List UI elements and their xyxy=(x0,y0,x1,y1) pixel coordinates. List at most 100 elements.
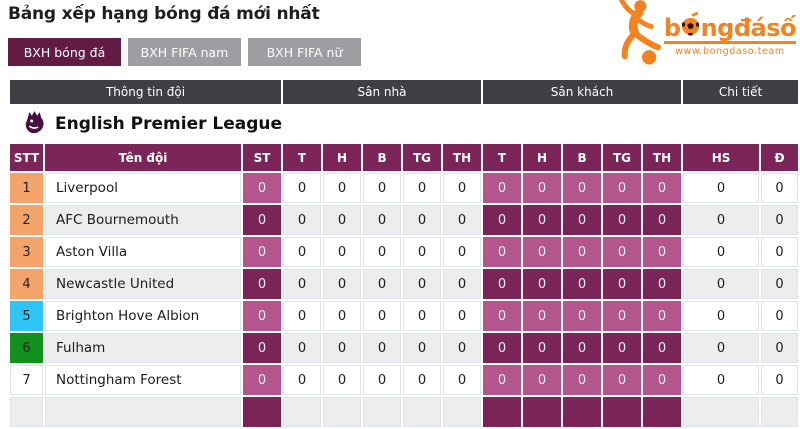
stat-cell: 0 xyxy=(761,269,799,299)
site-logo[interactable]: b ngđásố www.bongdaso.team xyxy=(600,0,797,69)
stat-cell: 0 xyxy=(683,301,760,331)
column-header-b: B xyxy=(363,144,402,171)
stat-cell: 0 xyxy=(323,269,362,299)
stat-cell: 0 xyxy=(643,301,682,331)
column-header-t: T xyxy=(283,144,322,171)
column-header-tên-đội: Tên đội xyxy=(45,144,241,171)
column-header-stt: STT xyxy=(10,144,43,171)
stat-cell: 0 xyxy=(243,365,282,395)
stat-cell: 0 xyxy=(283,365,322,395)
column-header-b: B xyxy=(563,144,602,171)
stat-cell: 0 xyxy=(403,301,442,331)
stat-cell: 0 xyxy=(363,301,402,331)
column-header-tg: TG xyxy=(603,144,642,171)
stat-cell xyxy=(523,397,562,427)
stat-cell: 0 xyxy=(243,237,282,267)
stat-cell: 0 xyxy=(603,333,642,363)
football-player-icon xyxy=(600,0,674,69)
stat-cell: 0 xyxy=(243,333,282,363)
stat-cell: 0 xyxy=(683,365,760,395)
stat-cell: 0 xyxy=(761,365,799,395)
group-header-thông-tin-đội: Thông tin đội xyxy=(10,80,282,104)
team-name: Nottingham Forest xyxy=(45,365,241,395)
stat-cell: 0 xyxy=(443,173,482,203)
stat-cell: 0 xyxy=(483,301,522,331)
stat-cell: 0 xyxy=(363,237,402,267)
tab-bxh-bóng-đá[interactable]: BXH bóng đá xyxy=(8,38,121,66)
stat-cell: 0 xyxy=(443,205,482,235)
stat-cell: 0 xyxy=(603,301,642,331)
stat-cell xyxy=(683,397,760,427)
stat-cell: 0 xyxy=(603,237,642,267)
team-name: AFC Bournemouth xyxy=(45,205,241,235)
column-header-hs: HS xyxy=(683,144,760,171)
rank-cell: 3 xyxy=(10,237,43,267)
stat-cell: 0 xyxy=(363,269,402,299)
group-header-row: Thông tin đội Sân nhà Sân khách Chi tiết xyxy=(10,80,799,104)
stat-cell: 0 xyxy=(761,173,799,203)
column-header-th: TH xyxy=(443,144,482,171)
stat-cell: 0 xyxy=(643,365,682,395)
stat-cell xyxy=(483,397,522,427)
stat-cell: 0 xyxy=(761,333,799,363)
stat-cell: 0 xyxy=(761,205,799,235)
stat-cell: 0 xyxy=(563,205,602,235)
stat-cell: 0 xyxy=(323,205,362,235)
stat-cell: 0 xyxy=(563,333,602,363)
stat-cell: 0 xyxy=(643,205,682,235)
column-header-t: T xyxy=(483,144,522,171)
stat-cell: 0 xyxy=(761,237,799,267)
stat-cell: 0 xyxy=(323,173,362,203)
stat-cell: 0 xyxy=(523,173,562,203)
stat-cell: 0 xyxy=(443,269,482,299)
column-header-h: H xyxy=(323,144,362,171)
table-row: 6 Fulham 0 0 0 0 0 0 0 0 0 0 0 0 0 xyxy=(10,333,799,363)
stat-cell: 0 xyxy=(243,205,282,235)
stat-cell xyxy=(603,397,642,427)
rank-cell xyxy=(10,397,43,427)
stat-cell: 0 xyxy=(563,173,602,203)
tab-bxh-fifa-nữ[interactable]: BXH FIFA nữ xyxy=(248,38,361,66)
table-row xyxy=(10,397,799,427)
stat-cell: 0 xyxy=(563,301,602,331)
standings-table: Thông tin đội Sân nhà Sân khách Chi tiết En… xyxy=(8,78,800,429)
stat-cell: 0 xyxy=(483,237,522,267)
column-header-st: ST xyxy=(243,144,282,171)
team-name: Liverpool xyxy=(45,173,241,203)
stat-cell: 0 xyxy=(323,333,362,363)
team-name: Newcastle United xyxy=(45,269,241,299)
stat-cell: 0 xyxy=(323,237,362,267)
stat-cell: 0 xyxy=(403,173,442,203)
stat-cell: 0 xyxy=(563,269,602,299)
stat-cell: 0 xyxy=(523,237,562,267)
stat-cell xyxy=(363,397,402,427)
premier-league-icon xyxy=(22,109,47,140)
logo-site-url: www.bongdaso.team xyxy=(675,45,785,57)
stat-cell xyxy=(761,397,799,427)
stat-cell: 0 xyxy=(243,173,282,203)
tab-bxh-fifa-nam[interactable]: BXH FIFA nam xyxy=(128,38,241,66)
stat-cell xyxy=(563,397,602,427)
stat-cell: 0 xyxy=(443,365,482,395)
rank-cell: 4 xyxy=(10,269,43,299)
page-title: Bảng xếp hạng bóng đá mới nhất xyxy=(8,4,320,24)
logo-wordmark: b ngđásố xyxy=(663,11,797,44)
stat-cell: 0 xyxy=(403,333,442,363)
stat-cell: 0 xyxy=(363,173,402,203)
table-row: 5 Brighton Hove Albion 0 0 0 0 0 0 0 0 0 0 0 0 0 xyxy=(10,301,799,331)
stat-cell: 0 xyxy=(363,365,402,395)
column-header-đ: Đ xyxy=(761,144,799,171)
stat-cell: 0 xyxy=(563,365,602,395)
stat-cell: 0 xyxy=(603,205,642,235)
stat-cell: 0 xyxy=(283,333,322,363)
stat-cell: 0 xyxy=(683,237,760,267)
team-name xyxy=(45,397,241,427)
stat-cell: 0 xyxy=(683,173,760,203)
table-row: 2 AFC Bournemouth 0 0 0 0 0 0 0 0 0 0 0 0 0 xyxy=(10,205,799,235)
stat-cell: 0 xyxy=(483,173,522,203)
stat-cell xyxy=(443,397,482,427)
team-name: Aston Villa xyxy=(45,237,241,267)
stat-cell: 0 xyxy=(603,173,642,203)
rank-cell: 5 xyxy=(10,301,43,331)
table-row: 3 Aston Villa 0 0 0 0 0 0 0 0 0 0 0 0 0 xyxy=(10,237,799,267)
